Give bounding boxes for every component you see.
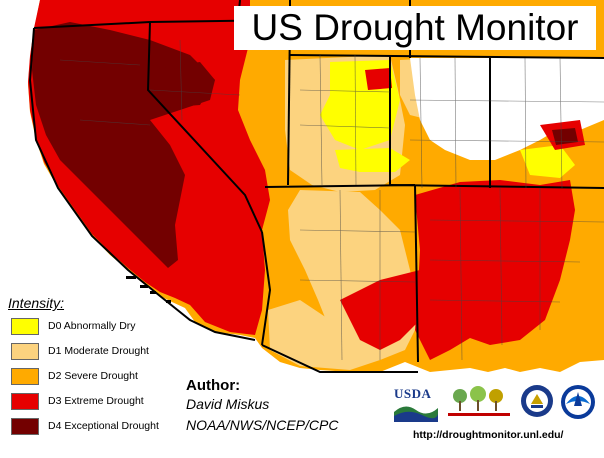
county-line — [339, 189, 343, 361]
county-line — [299, 279, 416, 283]
legend-label-d0: D0 Abnormally Dry — [48, 320, 136, 332]
border-coast — [28, 27, 256, 341]
noaa-logo — [560, 384, 596, 420]
county-line — [299, 229, 416, 233]
county-line — [79, 119, 151, 126]
logo-strip: USDA — [394, 384, 598, 422]
usda-logo-text: USDA — [394, 386, 432, 401]
border-az-ca — [261, 231, 272, 346]
region-d3-nm-tx — [415, 180, 575, 360]
land-regions — [28, 0, 604, 372]
island — [140, 285, 148, 288]
ndmc-tree-icon — [448, 386, 510, 416]
legend-label-d3: D3 Extreme Drought — [48, 395, 144, 407]
border-co-nm — [389, 184, 604, 189]
county-line — [499, 187, 503, 346]
county-line — [429, 259, 581, 263]
region-d4-nevada-spot — [145, 62, 215, 108]
county-line — [299, 89, 391, 93]
legend-label-d4: D4 Exceptional Drought — [48, 420, 159, 432]
county-line — [299, 124, 391, 129]
region-d1-socal-desert — [268, 300, 380, 370]
region-none-colorado — [410, 58, 604, 160]
legend-swatch-d2 — [11, 368, 39, 385]
legend-swatch-d3 — [11, 393, 39, 410]
legend-swatch-d1 — [11, 343, 39, 360]
county-line — [149, 89, 241, 96]
county-line — [454, 57, 457, 189]
islands — [126, 276, 171, 303]
region-d4-kansas-spot — [552, 128, 578, 145]
island — [150, 291, 156, 294]
county-line — [354, 54, 357, 186]
state-borders — [28, 0, 604, 373]
island — [126, 276, 136, 279]
county-line — [179, 39, 183, 121]
county-line — [59, 59, 141, 66]
usda-logo: USDA — [394, 384, 438, 422]
border-mx — [261, 344, 418, 373]
region-d0-colorado — [335, 148, 410, 172]
author-block: Author: David Miskus NOAA/NWS/NCEP/CPC — [186, 376, 338, 436]
county-line — [409, 139, 604, 143]
border-az-nm — [414, 184, 419, 363]
legend-title: Intensity: — [8, 295, 65, 311]
legend-item-d2: D2 Severe Drought — [8, 368, 186, 386]
county-line — [459, 187, 463, 361]
legend-swatch-d0 — [11, 318, 39, 335]
map-title: US Drought Monitor — [234, 6, 596, 50]
legend-label-d2: D2 Severe Drought — [48, 370, 138, 382]
author-name: David Miskus — [186, 396, 270, 412]
region-d3-wyoming-spot — [365, 68, 392, 90]
noaa-seal-icon — [561, 385, 595, 419]
region-d3-az-band — [340, 270, 440, 350]
county-borders — [59, 39, 604, 361]
doc-logo — [520, 384, 554, 418]
legend-item-d1: D1 Moderate Drought — [8, 343, 186, 361]
border-ca-nv — [146, 21, 263, 233]
county-line — [429, 219, 604, 223]
county-line — [319, 54, 323, 186]
ndmc-logo — [446, 384, 512, 420]
county-line — [409, 99, 604, 103]
county-line — [419, 57, 423, 189]
legend-label-d1: D1 Moderate Drought — [48, 345, 149, 357]
island — [166, 300, 171, 303]
author-label: Author: — [186, 377, 241, 394]
border-or-ca — [33, 21, 151, 29]
county-line — [429, 299, 561, 303]
legend-item-d0: D0 Abnormally Dry — [8, 318, 186, 336]
legend-item-d4: D4 Exceptional Drought — [8, 418, 186, 436]
border-wy-co — [289, 54, 604, 59]
legend-swatch-d4 — [11, 418, 39, 435]
legend-item-d3: D3 Extreme Drought — [8, 393, 186, 411]
doc-seal-icon — [521, 385, 553, 417]
county-line — [524, 57, 527, 189]
county-line — [559, 57, 563, 189]
legend: Intensity: D0 Abnormally Dry D1 Moderate… — [8, 294, 186, 435]
usda-hills-icon — [394, 406, 438, 422]
source-url[interactable]: http://droughtmonitor.unl.edu/ — [413, 429, 564, 441]
author-org: NOAA/NWS/NCEP/CPC — [186, 417, 339, 433]
